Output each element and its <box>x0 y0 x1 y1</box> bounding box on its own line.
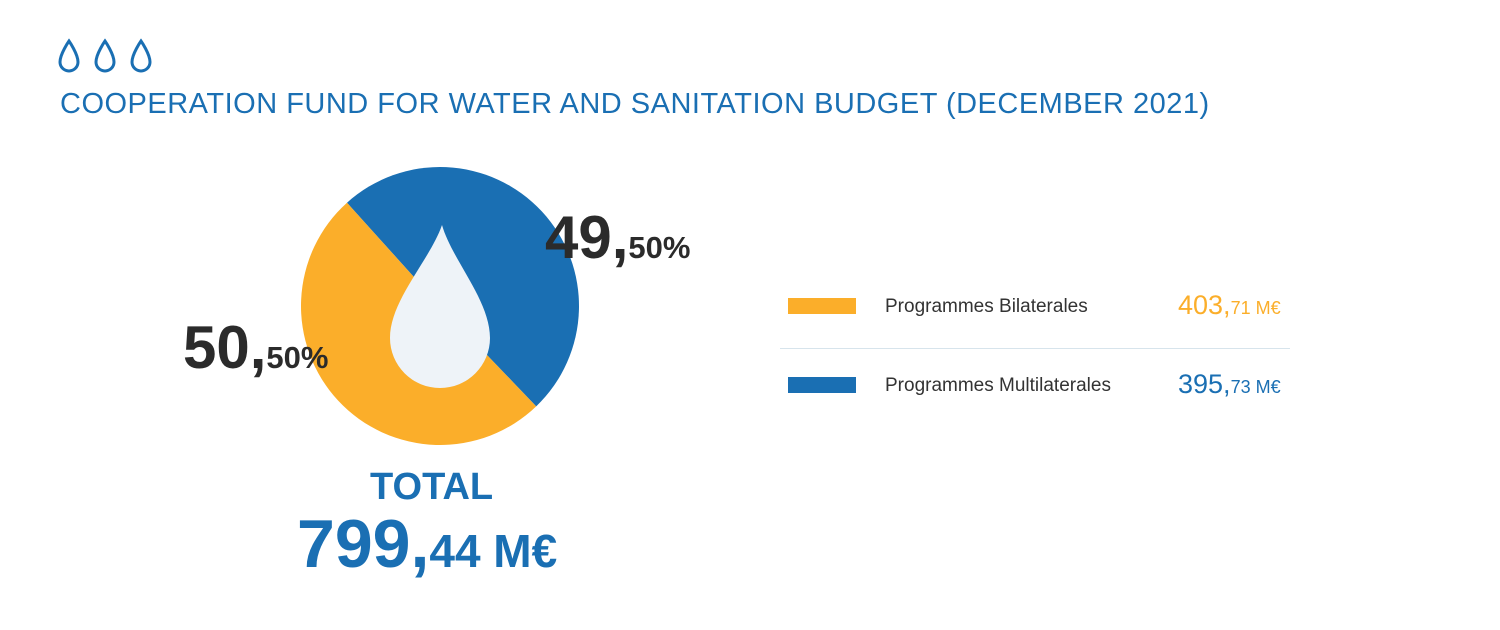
legend-value-multilateral: 395,73 M€ <box>1178 369 1281 400</box>
total-value-int: 799, <box>297 506 430 582</box>
bilateral-percentage-int: 50, <box>183 314 267 381</box>
total-value-dec: 44 M€ <box>429 525 558 577</box>
legend-swatch-multilateral <box>788 377 856 393</box>
water-drops-icon <box>58 38 152 73</box>
legend-item-bilateral: Programmes Bilaterales 403,71 M€ <box>780 270 1290 348</box>
total-label: TOTAL <box>370 466 494 508</box>
multilateral-percentage-dec: 50% <box>628 230 691 265</box>
legend-value-multilateral-int: 395, <box>1178 369 1231 399</box>
multilateral-percentage-int: 49, <box>545 204 629 271</box>
bilateral-percentage-dec: 50% <box>266 340 329 375</box>
legend-value-bilateral-dec: 71 M€ <box>1230 298 1281 318</box>
page-title: COOPERATION FUND FOR WATER AND SANITATIO… <box>60 88 1210 120</box>
legend-item-multilateral: Programmes Multilaterales 395,73 M€ <box>780 349 1290 427</box>
bilateral-percentage: 50,50% <box>183 313 328 382</box>
legend-divider <box>780 348 1290 349</box>
multilateral-percentage: 49,50% <box>545 203 690 272</box>
total-value: 799,44 M€ <box>297 505 557 583</box>
legend-swatch-bilateral <box>788 298 856 314</box>
legend: Programmes Bilaterales 403,71 M€ Program… <box>780 270 1290 427</box>
water-drop-icon <box>390 225 490 388</box>
legend-value-bilateral: 403,71 M€ <box>1178 290 1281 321</box>
legend-value-multilateral-dec: 73 M€ <box>1230 377 1281 397</box>
legend-value-bilateral-int: 403, <box>1178 290 1231 320</box>
budget-pie-chart <box>300 167 579 446</box>
legend-label-bilateral: Programmes Bilaterales <box>885 296 1088 317</box>
legend-label-multilateral: Programmes Multilaterales <box>885 375 1111 396</box>
